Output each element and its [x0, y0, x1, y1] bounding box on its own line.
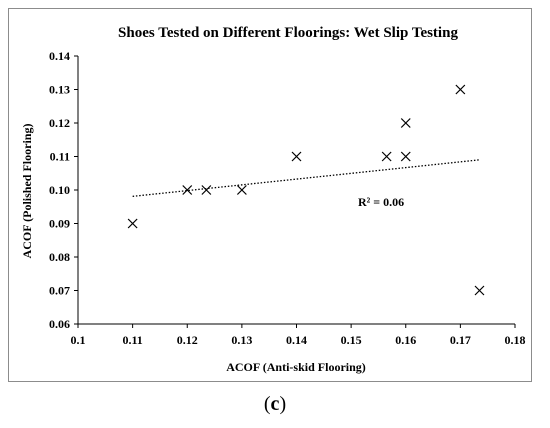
y-tick-label: 0.06 [49, 317, 70, 331]
data-point [236, 185, 247, 195]
marker-stroke [455, 84, 466, 95]
x-tick-label: 0.11 [122, 333, 142, 347]
x-tick-labels: 0.1 0.11 0.12 0.13 0.14 0.15 0.16 0.17 0.18 [71, 333, 526, 347]
data-point [400, 118, 411, 128]
marker-stroke [474, 285, 485, 296]
data-point [400, 151, 411, 162]
data-points [127, 84, 485, 296]
marker-stroke [127, 218, 138, 229]
x-tick-label: 0.17 [450, 333, 471, 347]
marker-stroke [182, 185, 193, 195]
x-tick-label: 0.12 [177, 333, 198, 347]
y-tick-label: 0.07 [49, 284, 70, 298]
chart-title: Shoes Tested on Different Floorings: Wet… [118, 25, 458, 41]
x-tick-label: 0.18 [505, 333, 526, 347]
r-squared-annotation: R² = 0.06 [358, 195, 404, 209]
data-point [291, 151, 302, 162]
trendline [132, 159, 480, 198]
data-point [455, 84, 466, 95]
x-tick-label: 0.16 [395, 333, 416, 347]
y-tick-label: 0.14 [49, 49, 70, 63]
y-tick-labels: 0.06 0.07 0.08 0.09 0.10 0.11 0.12 0.13 0.14 [49, 49, 70, 331]
marker-stroke [400, 151, 411, 162]
y-tick-label: 0.09 [49, 217, 70, 231]
marker-stroke [291, 151, 302, 162]
x-tick-label: 0.1 [71, 333, 86, 347]
data-point [127, 218, 138, 229]
data-point [182, 185, 193, 195]
scatter-chart: Shoes Tested on Different Floorings: Wet… [20, 25, 526, 374]
marker-stroke [201, 185, 212, 195]
y-tick-label: 0.08 [49, 250, 70, 264]
x-tick-label: 0.15 [341, 333, 362, 347]
figure-caption: (c) [0, 393, 550, 416]
marker-stroke [400, 118, 411, 128]
data-point [201, 185, 212, 195]
marker-stroke [236, 185, 247, 195]
x-tick-label: 0.14 [286, 333, 307, 347]
x-axis-label: ACOF (Anti-skid Flooring) [226, 360, 366, 374]
marker-stroke [381, 151, 392, 162]
y-axis-label: ACOF (Polished Flooring) [20, 124, 34, 259]
y-tick-label: 0.10 [49, 183, 70, 197]
caption-close: ) [279, 393, 287, 415]
figure-frame [8, 8, 532, 382]
x-tick-label: 0.13 [231, 333, 252, 347]
axes [74, 55, 516, 328]
data-point [474, 285, 485, 296]
y-tick-label: 0.12 [49, 116, 70, 130]
data-point [381, 151, 392, 162]
y-tick-label: 0.13 [49, 83, 70, 97]
y-tick-label: 0.11 [50, 150, 70, 164]
caption-open: ( [263, 393, 271, 415]
caption-letter: c [270, 393, 280, 415]
